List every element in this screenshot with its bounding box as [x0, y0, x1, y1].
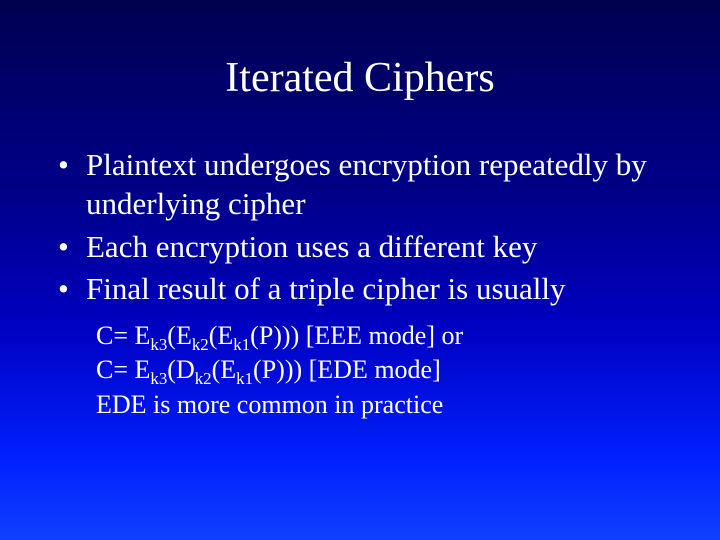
formula-subscript: k2: [192, 335, 209, 354]
formula-block: C= Ek3(Ek2(Ek1(P))) [EEE mode] or C= Ek3…: [40, 319, 680, 422]
formula-line: EDE is more common in practice: [96, 388, 680, 422]
slide: Iterated Ciphers Plaintext undergoes enc…: [0, 0, 720, 540]
formula-text: (P))) [EDE mode]: [253, 355, 441, 384]
formula-text: (D: [167, 355, 194, 384]
formula-subscript: k2: [195, 370, 212, 389]
formula-text: (E: [167, 321, 192, 350]
bullet-item: Plaintext undergoes encryption repeatedl…: [58, 146, 680, 224]
formula-text: C= E: [96, 355, 150, 384]
bullet-item: Final result of a triple cipher is usual…: [58, 270, 680, 309]
formula-subscript: k3: [150, 370, 167, 389]
formula-subscript: k1: [233, 335, 250, 354]
formula-text: (E: [212, 355, 237, 384]
formula-text: (E: [209, 321, 234, 350]
bullet-item: Each encryption uses a different key: [58, 228, 680, 267]
formula-line: C= Ek3(Ek2(Ek1(P))) [EEE mode] or: [96, 319, 680, 353]
slide-title: Iterated Ciphers: [40, 54, 680, 102]
formula-text: C= E: [96, 321, 150, 350]
formula-line: C= Ek3(Dk2(Ek1(P))) [EDE mode]: [96, 353, 680, 387]
formula-subscript: k1: [236, 370, 253, 389]
bullet-list: Plaintext undergoes encryption repeatedl…: [40, 146, 680, 309]
formula-text: (P))) [EEE mode] or: [250, 321, 463, 350]
formula-subscript: k3: [150, 335, 167, 354]
